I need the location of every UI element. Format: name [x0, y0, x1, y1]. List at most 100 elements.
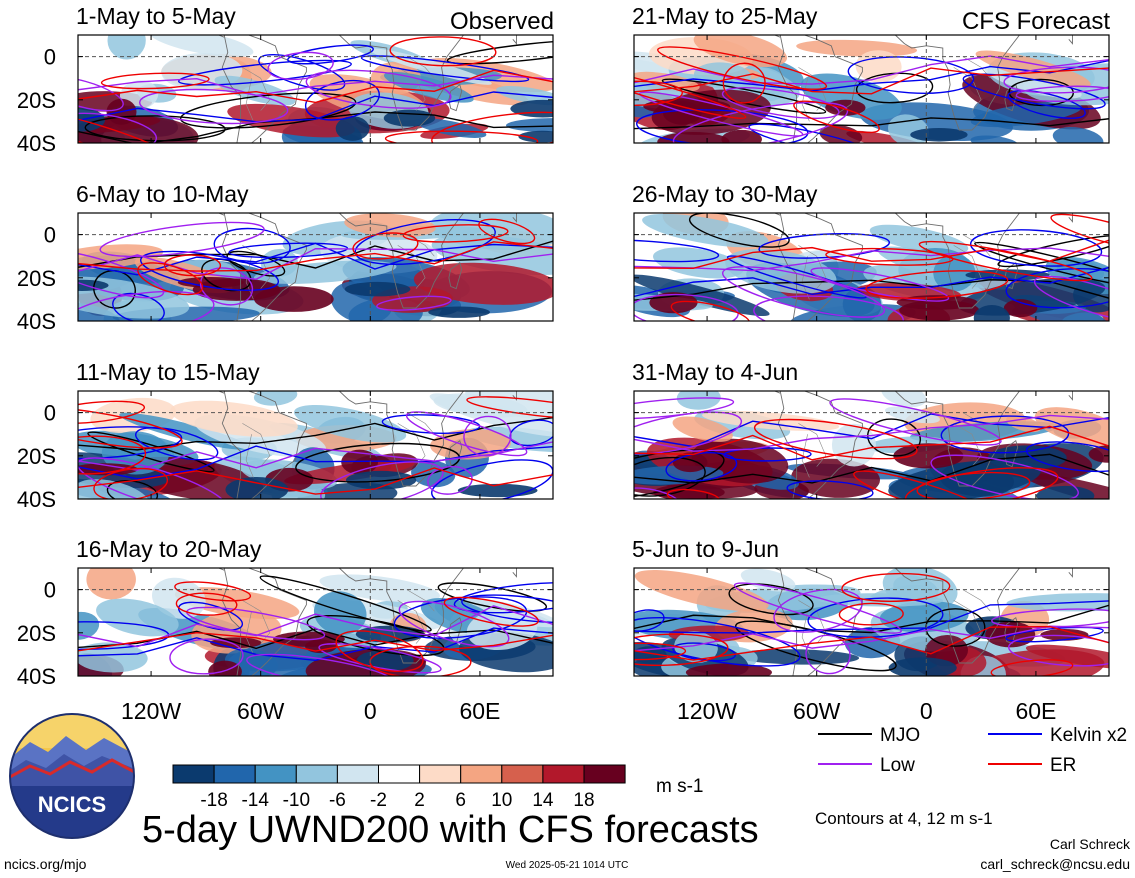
tick-marks — [78, 391, 553, 500]
colorbar-swatch — [542, 764, 585, 784]
logo-text: NCICS — [38, 792, 106, 817]
colorbar-label: -10 — [283, 790, 310, 811]
colorbar-label: 10 — [491, 790, 512, 811]
contours — [634, 397, 1109, 499]
panel-3: 11-May to 15-May 0 20S 40S — [17, 359, 554, 512]
shading — [78, 391, 553, 499]
shading — [634, 568, 1109, 676]
tick-marks — [634, 213, 1109, 322]
panel-frame — [77, 34, 554, 144]
ncics-logo: NCICS — [9, 713, 135, 839]
colorbar-label: -6 — [329, 790, 346, 811]
tick-marks — [78, 213, 553, 322]
x-tick-label: 120W — [121, 698, 181, 724]
panel-title: 21-May to 25-May — [632, 3, 818, 29]
x-tick-label: 60E — [1015, 698, 1056, 724]
y-tick-label: 20S — [17, 621, 56, 646]
footer-url: ncics.org/mjo — [4, 856, 87, 872]
y-tick-label: 0 — [44, 401, 56, 426]
footer-author: Carl Schreck — [1050, 836, 1131, 852]
y-tick-label: 0 — [44, 45, 56, 70]
contours — [634, 213, 1109, 321]
footer-email: carl_schreck@ncsu.edu — [980, 856, 1130, 872]
x-tick-label: 60W — [793, 698, 841, 724]
panel-6: 26-May to 30-May — [632, 181, 1110, 322]
panel-title: 16-May to 20-May — [76, 536, 262, 562]
shading — [78, 568, 553, 676]
colorbar: -18 -14 -10 -6 -2 2 6 10 14 18 — [172, 764, 626, 811]
x-tick-label: 0 — [920, 698, 933, 724]
panel-2: 6-May to 10-May 0 20S 40S — [17, 181, 554, 334]
tick-marks — [634, 35, 1109, 144]
tick-marks — [78, 568, 553, 677]
colorbar-label: -2 — [370, 790, 387, 811]
panel-title: 6-May to 10-May — [76, 181, 249, 207]
x-axis-ticks: 120W 120W 60W 60W 0 0 60E 60E — [121, 698, 1056, 724]
colorbar-label: 14 — [532, 790, 554, 811]
panel-8: 5-Jun to 9-Jun — [632, 536, 1110, 677]
y-tick-label: 40S — [17, 309, 56, 334]
figure-title: 5-day UWND200 with CFS forecasts — [142, 809, 759, 851]
colorbar-label: 2 — [414, 790, 425, 811]
colorbar-unit: m s-1 — [656, 776, 704, 797]
observed-label: Observed — [450, 8, 554, 35]
panel-frame — [633, 212, 1110, 322]
panel-frame — [633, 567, 1110, 677]
x-tick-label: 0 — [364, 698, 377, 724]
colorbar-swatch — [501, 764, 544, 784]
panels: 1-May to 5-May 0 20S 40S 6-May to 10-May 0 20S… — [17, 3, 1110, 689]
shading — [634, 213, 1109, 321]
x-tick-label: 120W — [677, 698, 737, 724]
y-tick-label: 40S — [17, 664, 56, 689]
colorbar-swatch — [172, 764, 215, 784]
legend-label: Kelvin x2 — [1050, 725, 1127, 746]
panel-frame — [633, 34, 1110, 144]
panel-title: 1-May to 5-May — [76, 3, 236, 29]
colorbar-swatch — [378, 764, 421, 784]
contours — [78, 218, 553, 321]
panel-title: 31-May to 4-Jun — [632, 359, 798, 385]
colorbar-swatch — [295, 764, 338, 784]
shading — [78, 213, 553, 321]
panel-frame — [77, 390, 554, 500]
panel-7: 31-May to 4-Jun — [632, 359, 1110, 500]
legend: MJO Kelvin x2 Low ER — [818, 725, 1127, 776]
forecast-label: CFS Forecast — [962, 8, 1110, 35]
tick-marks — [634, 568, 1109, 677]
x-tick-label: 60W — [237, 698, 285, 724]
colorbar-label: -18 — [200, 790, 227, 811]
y-tick-label: 20S — [17, 88, 56, 113]
legend-label: Low — [880, 755, 915, 776]
panel-title: 5-Jun to 9-Jun — [632, 536, 779, 562]
colorbar-swatch — [254, 764, 297, 784]
tick-marks — [634, 391, 1109, 500]
panel-frame — [77, 567, 554, 677]
footer-timestamp: Wed 2025-05-21 1014 UTC — [506, 860, 629, 871]
contours — [78, 575, 553, 676]
colorbar-swatch — [583, 764, 626, 784]
colorbar-label: -14 — [241, 790, 269, 811]
contours — [634, 46, 1109, 143]
shading — [634, 391, 1109, 499]
y-tick-label: 20S — [17, 266, 56, 291]
colorbar-swatch — [213, 764, 256, 784]
panel-frame — [633, 390, 1110, 500]
panel-frame — [77, 212, 554, 322]
panel-4: 16-May to 20-May 0 20S 40S — [17, 536, 554, 689]
shading — [78, 35, 553, 143]
y-tick-label: 0 — [44, 578, 56, 603]
colorbar-swatch — [419, 764, 462, 784]
legend-label: ER — [1050, 755, 1076, 776]
panel-title: 26-May to 30-May — [632, 181, 818, 207]
colorbar-label: 18 — [573, 790, 594, 811]
y-tick-label: 20S — [17, 444, 56, 469]
shading — [634, 35, 1109, 143]
contours — [78, 36, 553, 143]
colorbar-swatch — [460, 764, 503, 784]
y-tick-label: 0 — [44, 223, 56, 248]
colorbar-swatch — [336, 764, 379, 784]
panel-title: 11-May to 15-May — [76, 359, 260, 385]
contours — [634, 572, 1109, 676]
